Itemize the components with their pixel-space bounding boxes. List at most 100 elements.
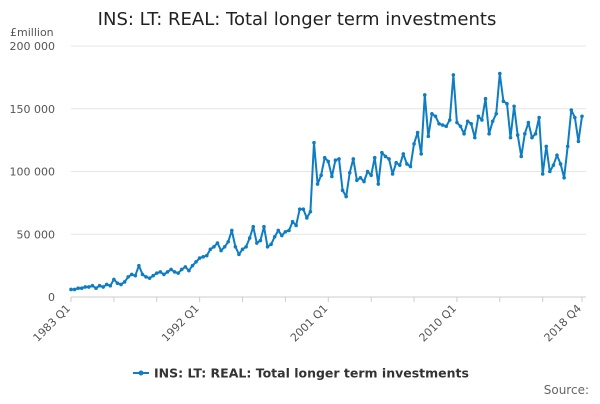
data-point[interactable] — [533, 132, 538, 136]
data-point[interactable] — [283, 229, 288, 234]
data-point[interactable] — [405, 162, 409, 166]
data-point[interactable] — [540, 172, 545, 176]
data-point[interactable] — [490, 119, 495, 124]
data-point[interactable] — [430, 111, 434, 116]
data-point[interactable] — [201, 255, 206, 259]
data-point[interactable] — [108, 283, 113, 288]
data-point[interactable] — [569, 108, 574, 112]
data-point[interactable] — [515, 133, 520, 137]
data-point[interactable] — [194, 260, 198, 264]
data-point[interactable] — [472, 135, 477, 140]
data-point[interactable] — [290, 219, 295, 224]
data-point[interactable] — [365, 169, 370, 174]
data-point[interactable] — [447, 118, 452, 122]
data-point[interactable] — [387, 157, 391, 161]
data-point[interactable] — [122, 280, 127, 284]
data-point[interactable] — [265, 245, 270, 249]
data-point[interactable] — [437, 122, 441, 126]
data-point[interactable] — [158, 270, 163, 274]
data-point[interactable] — [251, 224, 256, 229]
data-point[interactable] — [340, 188, 345, 193]
data-point[interactable] — [330, 174, 334, 179]
data-point[interactable] — [390, 172, 395, 176]
data-point[interactable] — [90, 283, 95, 288]
data-point[interactable] — [426, 134, 431, 139]
data-point[interactable] — [422, 93, 427, 97]
data-point[interactable] — [204, 253, 209, 258]
data-point[interactable] — [397, 163, 402, 168]
data-point[interactable] — [87, 285, 91, 289]
data-point[interactable] — [72, 287, 77, 292]
data-point[interactable] — [419, 152, 423, 156]
data-point[interactable] — [280, 233, 284, 238]
data-point[interactable] — [523, 132, 527, 136]
data-point[interactable] — [79, 286, 84, 291]
data-point[interactable] — [169, 267, 173, 272]
data-point[interactable] — [455, 120, 459, 125]
data-point[interactable] — [76, 286, 80, 291]
data-point[interactable] — [322, 155, 327, 160]
data-point[interactable] — [380, 150, 384, 155]
data-point[interactable] — [230, 228, 234, 233]
data-point[interactable] — [233, 245, 238, 249]
data-point[interactable] — [433, 114, 438, 119]
data-point[interactable] — [208, 247, 213, 252]
data-point[interactable] — [351, 157, 356, 161]
data-point[interactable] — [94, 286, 98, 291]
data-point[interactable] — [526, 120, 531, 125]
data-point[interactable] — [401, 152, 406, 156]
data-point[interactable] — [465, 119, 470, 124]
data-point[interactable] — [498, 71, 502, 76]
data-point[interactable] — [315, 182, 320, 186]
data-point[interactable] — [344, 194, 348, 199]
data-point[interactable] — [462, 132, 466, 136]
data-point[interactable] — [129, 272, 134, 277]
data-point[interactable] — [222, 245, 227, 249]
data-point[interactable] — [408, 164, 413, 169]
data-point[interactable] — [115, 281, 120, 285]
data-point[interactable] — [133, 273, 138, 278]
data-point[interactable] — [119, 282, 123, 287]
data-point[interactable] — [394, 160, 398, 165]
data-point[interactable] — [258, 238, 263, 243]
data-point[interactable] — [337, 157, 341, 161]
data-point[interactable] — [580, 114, 584, 119]
data-point[interactable] — [444, 124, 449, 129]
data-point[interactable] — [505, 101, 509, 106]
data-point[interactable] — [172, 270, 177, 274]
data-point[interactable] — [548, 169, 552, 174]
data-point[interactable] — [537, 115, 541, 120]
data-point[interactable] — [544, 144, 549, 149]
data-point[interactable] — [69, 287, 73, 292]
data-point[interactable] — [372, 155, 377, 160]
data-point[interactable] — [140, 272, 145, 277]
data-point[interactable] — [480, 118, 484, 122]
data-point[interactable] — [276, 228, 281, 233]
data-point[interactable] — [562, 175, 566, 180]
data-point[interactable] — [297, 207, 302, 211]
data-point[interactable] — [255, 241, 259, 245]
data-point[interactable] — [358, 175, 363, 180]
data-point[interactable] — [487, 132, 491, 136]
data-point[interactable] — [551, 163, 556, 168]
data-point[interactable] — [415, 130, 420, 135]
data-point[interactable] — [126, 275, 130, 279]
data-point[interactable] — [508, 135, 513, 140]
data-point[interactable] — [305, 216, 309, 220]
data-point[interactable] — [308, 209, 313, 214]
data-point[interactable] — [319, 173, 323, 178]
data-point[interactable] — [190, 263, 195, 268]
data-point[interactable] — [179, 267, 184, 272]
data-point[interactable] — [412, 142, 416, 146]
data-point[interactable] — [501, 99, 506, 104]
data-point[interactable] — [240, 247, 245, 252]
data-point[interactable] — [83, 285, 88, 289]
data-point[interactable] — [262, 224, 266, 229]
data-point[interactable] — [176, 271, 181, 275]
data-point[interactable] — [101, 285, 105, 289]
data-point[interactable] — [147, 276, 152, 280]
data-point[interactable] — [247, 236, 252, 240]
data-point[interactable] — [558, 162, 563, 166]
data-point[interactable] — [555, 153, 559, 157]
data-point[interactable] — [244, 245, 248, 249]
